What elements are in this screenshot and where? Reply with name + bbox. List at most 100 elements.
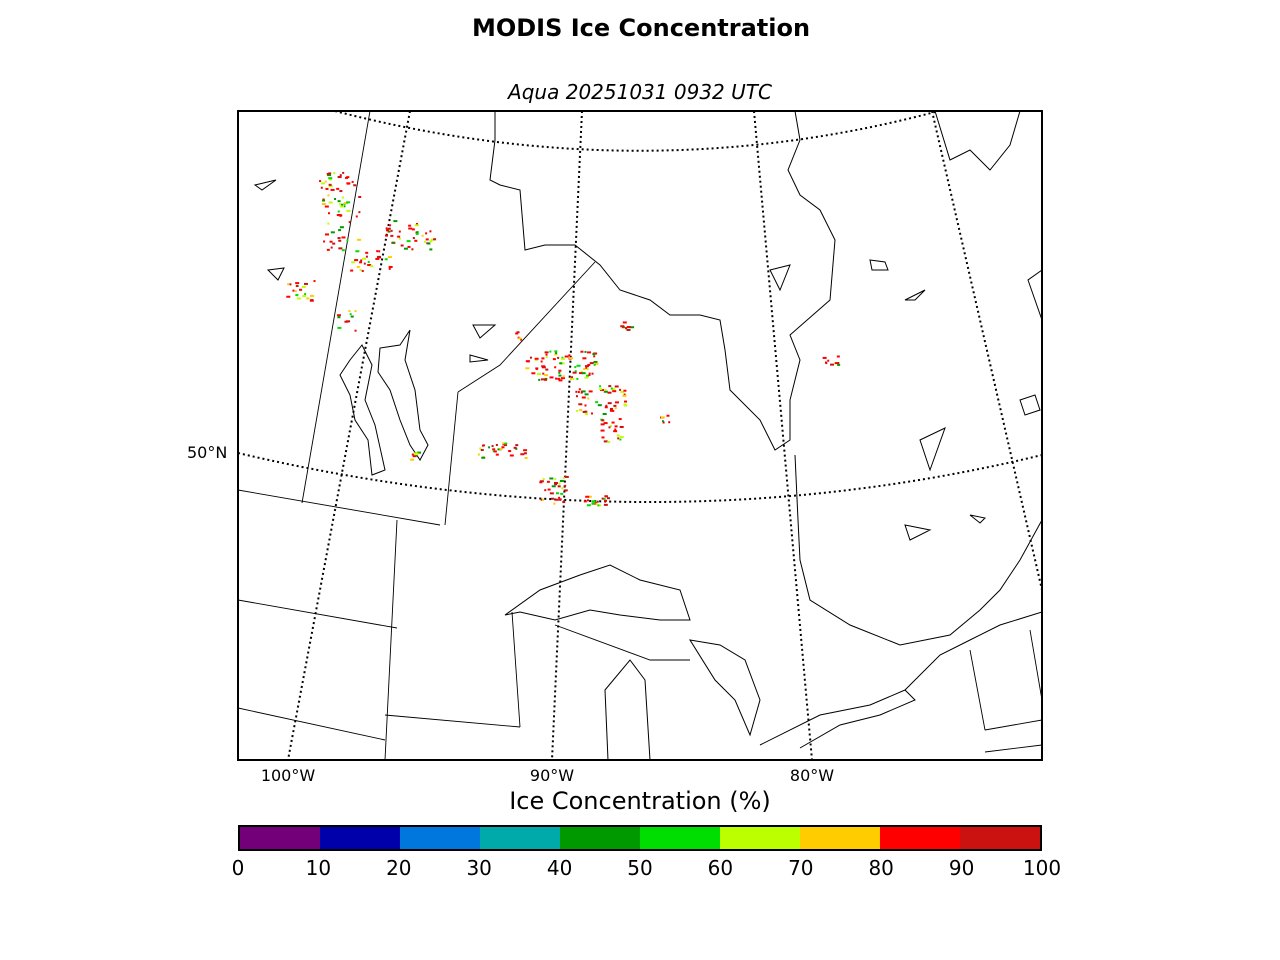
ice-pixel xyxy=(349,313,352,316)
meridian-90w xyxy=(551,111,583,760)
ice-pixel xyxy=(618,418,622,421)
ice-pixel xyxy=(502,442,505,445)
ice-pixel xyxy=(549,376,554,379)
ice-pixel xyxy=(550,497,554,500)
ice-pixel xyxy=(337,176,342,179)
ice-pixel xyxy=(493,450,497,453)
ice-pixel xyxy=(613,404,617,407)
lake-michigan xyxy=(604,659,651,760)
ice-pixel xyxy=(580,391,583,394)
political-borders xyxy=(238,111,1042,760)
ice-pixel xyxy=(545,368,549,371)
ice-pixel xyxy=(365,251,369,254)
ice-pixel xyxy=(558,482,561,485)
ice-pixel xyxy=(414,224,419,227)
ice-pixel xyxy=(304,293,307,296)
ice-pixel xyxy=(542,372,545,375)
ice-pixel xyxy=(614,425,618,428)
lake-superior xyxy=(504,564,691,621)
ice-pixel xyxy=(306,297,310,300)
ice-pixel xyxy=(624,400,628,403)
ice-pixel xyxy=(540,360,543,363)
northeast-coast xyxy=(934,111,1042,321)
ice-pixel xyxy=(488,446,491,449)
ice-pixel xyxy=(509,454,514,457)
ice-pixel xyxy=(612,390,617,393)
ice-pixel xyxy=(668,421,671,424)
ice-pixel xyxy=(609,409,612,412)
ice-pixel xyxy=(607,440,611,443)
ice-pixel xyxy=(613,430,618,433)
ice-pixel xyxy=(427,242,431,245)
ice-pixel xyxy=(601,497,604,500)
ice-pixel xyxy=(558,374,562,377)
ice-pixel xyxy=(326,172,329,175)
ice-pixel xyxy=(346,201,351,204)
ice-pixel xyxy=(660,416,665,419)
ice-pixel xyxy=(354,329,357,332)
ice-pixel xyxy=(408,224,412,227)
ice-pixel xyxy=(295,285,298,288)
ice-pixel xyxy=(541,357,545,360)
ice-pixel xyxy=(585,495,590,498)
ice-pixel xyxy=(572,377,575,380)
ice-pixel xyxy=(341,249,345,252)
ice-pixel xyxy=(299,288,303,291)
lat-label-50n: 50°N xyxy=(187,443,228,462)
ice-pixel xyxy=(539,480,544,483)
ice-pixel xyxy=(327,194,330,197)
ice-pixel xyxy=(387,230,391,233)
ice-pixel xyxy=(666,414,670,417)
ice-pixel xyxy=(339,174,342,177)
ice-pixel xyxy=(662,421,665,424)
ice-pixel xyxy=(569,357,574,360)
ice-pixel xyxy=(579,409,583,412)
ice-pixel xyxy=(545,353,548,356)
ice-pixel xyxy=(597,404,602,407)
ice-pixel xyxy=(593,355,596,358)
ice-pixel xyxy=(534,358,538,361)
ice-pixel xyxy=(619,438,622,441)
ice-pixel xyxy=(630,326,635,329)
ice-pixel xyxy=(603,497,606,500)
ice-pixel xyxy=(583,368,586,371)
ice-pixel xyxy=(358,211,361,214)
ice-pixel xyxy=(365,255,368,258)
ice-pixel xyxy=(592,353,596,356)
ice-pixel xyxy=(562,501,566,504)
ice-pixel xyxy=(415,222,418,225)
ice-pixel xyxy=(603,390,608,393)
ice-pixel xyxy=(303,282,308,285)
ice-pixel xyxy=(822,356,827,359)
ice-pixel xyxy=(602,413,607,416)
ice-pixel xyxy=(387,227,391,230)
ice-pixel xyxy=(574,370,577,373)
ice-pixel xyxy=(310,299,314,302)
ice-pixel xyxy=(328,172,332,175)
ice-pixel xyxy=(346,320,351,323)
ice-pixel xyxy=(390,234,394,237)
ice-pixel xyxy=(328,201,333,204)
ice-pixel xyxy=(340,205,345,208)
ice-pixel xyxy=(607,391,612,394)
ice-pixel xyxy=(553,502,556,505)
ice-pixel xyxy=(408,227,413,230)
ice-pixel xyxy=(393,220,398,223)
ice-pixel xyxy=(356,265,360,268)
ice-pixel xyxy=(376,255,381,258)
ice-pixel xyxy=(346,209,351,212)
ice-pixel xyxy=(544,378,548,381)
ice-pixel xyxy=(513,446,517,449)
ice-pixel xyxy=(620,325,625,328)
ice-pixel xyxy=(502,443,506,446)
ice-pixel xyxy=(328,212,331,215)
ice-pixel xyxy=(357,238,362,241)
ice-pixel xyxy=(591,502,595,505)
ice-pixel xyxy=(546,480,550,483)
ice-pixel xyxy=(603,503,608,506)
ice-pixel xyxy=(310,294,315,297)
colorbar-tick-label: 40 xyxy=(546,856,573,880)
ice-pixel xyxy=(384,258,388,261)
ice-pixel xyxy=(616,434,620,437)
ice-pixel xyxy=(559,362,563,365)
